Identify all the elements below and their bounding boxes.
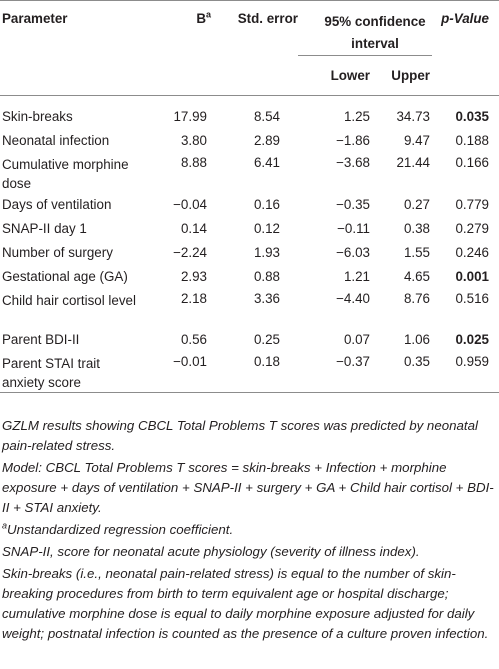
- table-footnotes: GZLM results showing CBCL Total Problems…: [2, 416, 496, 646]
- header-lower: Lower: [298, 55, 372, 96]
- cell-lower: −6.03: [336, 245, 370, 260]
- cell-parameter: Neonatal infection: [2, 133, 110, 148]
- table-row: Days of ventilation −0.04 0.16 −0.35 0.27 0.7…: [0, 193, 499, 217]
- footnote-snap: SNAP-II, score for neonatal acute physio…: [2, 544, 420, 559]
- subheader-row: Lower Upper: [0, 55, 499, 96]
- cell-p-value: 0.279: [455, 221, 489, 236]
- cell-upper: 34.73: [396, 108, 430, 124]
- table-row: Skin-breaks 17.99 8.54 1.25 34.73 0.035: [0, 96, 499, 129]
- cell-upper: 0.27: [403, 197, 430, 212]
- header-std-error: Std. error: [237, 11, 298, 26]
- cell-lower: −4.40: [336, 290, 370, 306]
- cell-std-error: 0.16: [253, 197, 280, 212]
- table-row: Parent STAI trait anxiety score −0.01 0.18…: [0, 352, 499, 392]
- cell-lower: −3.68: [336, 154, 370, 170]
- cell-std-error: 0.88: [253, 269, 280, 284]
- cell-std-error: 8.54: [253, 108, 280, 124]
- cell-lower: 0.07: [343, 332, 370, 347]
- cell-lower: −0.11: [337, 221, 370, 236]
- cell-b: 2.93: [180, 269, 207, 284]
- cell-std-error: 0.18: [253, 353, 280, 369]
- header-p-value: p-Value: [441, 11, 489, 26]
- cell-upper: 1.06: [403, 332, 430, 347]
- table-row: Number of surgery −2.24 1.93 −6.03 1.55 0.246: [0, 241, 499, 265]
- cell-std-error: 1.93: [253, 245, 280, 260]
- footnote-model: Model: CBCL Total Problems T scores = sk…: [2, 460, 494, 515]
- table-row: SNAP-II day 1 0.14 0.12 −0.11 0.38 0.279: [0, 217, 499, 241]
- cell-parameter: SNAP-II day 1: [2, 221, 87, 236]
- cell-b: 2.18: [180, 290, 207, 306]
- cell-b: 17.99: [173, 108, 207, 124]
- header-confidence-interval: 95% confidence interval: [324, 14, 426, 51]
- table-row: Neonatal infection 3.80 2.89 −1.86 9.47 0.188: [0, 129, 499, 153]
- cell-upper: 8.76: [403, 290, 430, 306]
- cell-upper: 4.65: [403, 269, 430, 284]
- cell-lower: −0.35: [336, 197, 370, 212]
- cell-lower: 1.21: [343, 269, 370, 284]
- cell-lower: −0.37: [336, 353, 370, 369]
- footnote-summary: GZLM results showing CBCL Total Problems…: [2, 418, 478, 453]
- cell-parameter: Cumulative morphine dose: [2, 156, 129, 191]
- cell-lower: 1.25: [343, 108, 370, 124]
- cell-lower: −1.86: [336, 133, 370, 148]
- cell-parameter: Child hair cortisol level: [2, 292, 136, 308]
- cell-upper: 0.38: [403, 221, 430, 236]
- cell-upper: 0.35: [403, 353, 430, 369]
- cell-p-value: 0.001: [455, 269, 489, 284]
- cell-p-value: 0.166: [455, 154, 489, 170]
- cell-parameter: Number of surgery: [2, 245, 113, 260]
- cell-std-error: 3.36: [253, 290, 280, 306]
- header-row: Parameter Ba Std. error 95% confidence i…: [0, 0, 499, 56]
- footnote-skin-breaks: Skin-breaks (i.e., neonatal pain-related…: [2, 566, 489, 641]
- cell-upper: 9.47: [403, 133, 430, 148]
- table-row: Child hair cortisol level 2.18 3.36 −4.40 8.…: [0, 289, 499, 328]
- cell-b: −2.24: [173, 245, 207, 260]
- cell-b: 0.56: [180, 332, 207, 347]
- cell-std-error: 0.12: [253, 221, 280, 236]
- cell-b: 3.80: [180, 133, 207, 148]
- cell-parameter: Gestational age (GA): [2, 269, 128, 284]
- cell-parameter: Parent STAI trait anxiety score: [2, 355, 100, 390]
- cell-b: 8.88: [180, 154, 207, 170]
- cell-p-value: 0.959: [455, 353, 489, 369]
- cell-b: −0.04: [173, 197, 207, 212]
- table-row: Parent BDI-II 0.56 0.25 0.07 1.06 0.025: [0, 328, 499, 352]
- header-upper: Upper: [372, 55, 432, 96]
- cell-p-value: 0.246: [455, 245, 489, 260]
- cell-b: −0.01: [173, 353, 207, 369]
- table-row: Gestational age (GA) 2.93 0.88 1.21 4.65 0.00…: [0, 265, 499, 289]
- cell-upper: 21.44: [396, 154, 430, 170]
- cell-parameter: Parent BDI-II: [2, 332, 80, 347]
- cell-std-error: 6.41: [253, 154, 280, 170]
- cell-p-value: 0.516: [455, 290, 489, 306]
- table-body: Skin-breaks 17.99 8.54 1.25 34.73 0.035 Neonat…: [0, 96, 499, 392]
- cell-p-value: 0.779: [455, 197, 489, 212]
- cell-p-value: 0.188: [455, 133, 489, 148]
- cell-parameter: Days of ventilation: [2, 197, 112, 212]
- cell-p-value: 0.035: [455, 108, 489, 124]
- cell-p-value: 0.025: [455, 332, 489, 347]
- results-table: Parameter Ba Std. error 95% confidence i…: [0, 0, 499, 392]
- cell-parameter: Skin-breaks: [2, 108, 73, 124]
- cell-upper: 1.55: [403, 245, 430, 260]
- table-row: Cumulative morphine dose 8.88 6.41 −3.68 21.…: [0, 153, 499, 193]
- cell-std-error: 0.25: [253, 332, 280, 347]
- cell-std-error: 2.89: [253, 133, 280, 148]
- cell-b: 0.14: [180, 221, 207, 236]
- footnote-a: aUnstandardized regression coefficient.: [2, 520, 234, 537]
- header-parameter: Parameter: [2, 11, 68, 26]
- header-b: Ba: [196, 9, 211, 26]
